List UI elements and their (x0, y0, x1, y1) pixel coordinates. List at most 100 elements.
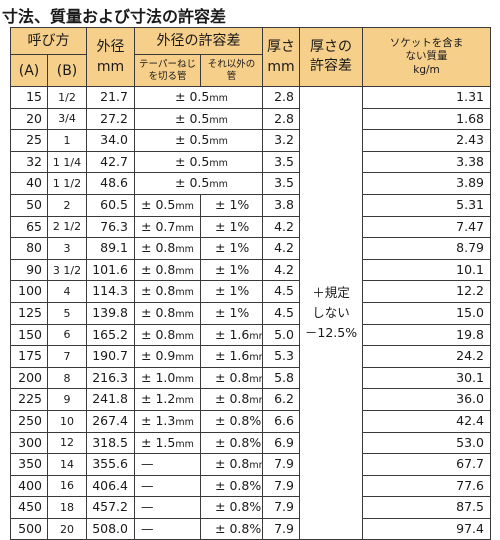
cell-outer-tolerance-value: ± 0.5 (175, 153, 210, 169)
cell-outer-tolerance-unit: mm (209, 136, 228, 148)
cell-thickness: 6.6 (262, 409, 300, 433)
cell-tolerance-other: ± 0.8mm (200, 388, 263, 411)
cell-outer-diameter: 101.6 (86, 258, 135, 282)
header-tolerance-taper: テーパーねじを切る管 (134, 54, 201, 87)
cell-tolerance-other-value: ± 0.8 (215, 456, 250, 472)
cell-mass: 15.0 (362, 301, 491, 325)
cell-mass: 53.0 (362, 431, 491, 455)
cell-nominal-a: 80 (10, 237, 48, 260)
cell-outer-diameter: 21.7 (86, 86, 135, 109)
cell-tolerance-taper-value: ± 0.8 (141, 240, 176, 256)
cell-outer-tolerance: ± 0.5mm (134, 172, 263, 195)
cell-tolerance-other-value: ± 1% (215, 261, 250, 277)
cell-thickness-tolerance: ＋規定 しない －12.5% (299, 85, 363, 540)
cell-tolerance-other: ± 1% (200, 193, 263, 217)
cell-tolerance-other-value: ± 1.6 (215, 326, 250, 342)
cell-nominal-a: 175 (10, 345, 48, 368)
table-row: 40 1 1/2 48.6 ± 0.5mm 3.5 3.89 (10, 172, 491, 195)
header-thickness-tolerance: 厚さの許容差 (299, 27, 363, 87)
cell-mass: 19.8 (362, 323, 491, 347)
table-row: 450 18 457.2 — ± 0.8% 7.9 87.5 (10, 496, 491, 519)
cell-tolerance-taper: ± 0.8mm (134, 237, 201, 260)
cell-tolerance-taper: ± 0.9mm (134, 345, 201, 368)
cell-nominal-b: 18 (47, 496, 87, 519)
cell-outer-diameter: 114.3 (86, 280, 135, 303)
cell-tolerance-other: ± 0.8% (200, 517, 263, 540)
cell-thickness: 7.9 (262, 496, 300, 519)
cell-tolerance-other: ± 0.8% (200, 496, 263, 519)
cell-tolerance-taper-unit: mm (175, 438, 194, 450)
cell-nominal-b: 8 (47, 366, 87, 390)
cell-nominal-b: 1 1/2 (47, 172, 87, 195)
cell-outer-diameter: 42.7 (86, 150, 135, 174)
cell-nominal-b: 2 1/2 (47, 215, 87, 239)
cell-tolerance-other: ± 1% (200, 280, 263, 303)
cell-tolerance-taper-value: — (141, 520, 154, 536)
cell-tolerance-taper: — (134, 453, 201, 476)
cell-thickness: 4.2 (262, 258, 300, 282)
header-nominal: 呼び方 (10, 27, 87, 55)
cell-thickness: 4.2 (262, 237, 300, 260)
cell-thickness: 7.9 (262, 474, 300, 498)
cell-thickness: 4.5 (262, 280, 300, 303)
cell-outer-diameter: 165.2 (86, 323, 135, 347)
thickness-tolerance-line: －12.5% (304, 325, 358, 341)
cell-mass: 8.79 (362, 237, 491, 260)
header-mass: ソケットを含まない質量 kg/m (362, 27, 491, 87)
cell-tolerance-taper-value: ± 0.5 (141, 197, 176, 213)
cell-tolerance-taper-unit: mm (175, 308, 194, 320)
cell-tolerance-other-value: ± 0.8% (215, 520, 262, 536)
cell-nominal-b: 1 (47, 129, 87, 152)
table-row: 100 4 114.3 ± 0.8mm ± 1% 4.5 12.2 (10, 280, 491, 303)
cell-tolerance-taper: ± 0.8mm (134, 323, 201, 347)
cell-tolerance-other: ± 1.6mm (200, 323, 263, 347)
cell-tolerance-taper-unit: mm (175, 244, 194, 256)
cell-tolerance-taper-value: — (141, 499, 154, 515)
cell-tolerance-other: ± 0.8mm (200, 453, 263, 476)
cell-tolerance-taper-value: ± 1.5 (141, 434, 176, 450)
cell-nominal-a: 25 (10, 129, 48, 152)
cell-tolerance-other-value: ± 0.8 (215, 369, 250, 385)
header-thickness-label: 厚さ (267, 39, 295, 55)
cell-outer-diameter: 48.6 (86, 172, 135, 195)
cell-tolerance-other-value: ± 1% (215, 197, 250, 213)
cell-nominal-a: 125 (10, 301, 48, 325)
cell-tolerance-other-unit: mm (249, 395, 261, 407)
table-row: 50 2 60.5 ± 0.5mm ± 1% 3.8 5.31 (10, 193, 491, 217)
cell-tolerance-taper-value: ± 0.9 (141, 348, 176, 364)
cell-thickness: 3.2 (262, 129, 300, 152)
cell-mass: 2.43 (362, 129, 491, 152)
cell-nominal-b: 1/2 (47, 86, 87, 109)
cell-mass: 30.1 (362, 366, 491, 390)
cell-nominal-b: 4 (47, 280, 87, 303)
cell-nominal-b: 2 (47, 193, 87, 217)
header-thickness: 厚さ mm (262, 27, 300, 87)
cell-outer-tolerance-value: ± 0.5 (175, 110, 210, 126)
cell-thickness: 4.5 (262, 301, 300, 325)
cell-outer-diameter: 355.6 (86, 453, 135, 476)
cell-tolerance-other-value: ± 1% (215, 218, 250, 234)
cell-nominal-b: 3 (47, 237, 87, 260)
cell-mass: 1.68 (362, 107, 491, 131)
dimension-table: 呼び方 外径 mm 外径の許容差 厚さ mm 厚さの許容差 ソケットを含まない質… (10, 27, 491, 540)
cell-nominal-b: 9 (47, 388, 87, 411)
thickness-tolerance-line: ＋規定 (312, 285, 350, 301)
cell-outer-diameter: 139.8 (86, 301, 135, 325)
cell-mass: 3.89 (362, 172, 491, 195)
cell-tolerance-other-unit: mm (249, 373, 261, 385)
cell-nominal-a: 50 (10, 193, 48, 217)
cell-tolerance-taper-unit: mm (175, 265, 194, 277)
cell-nominal-b: 1 1/4 (47, 150, 87, 174)
cell-outer-tolerance-unit: mm (209, 93, 228, 105)
cell-tolerance-other-value: ± 0.8% (215, 477, 262, 493)
header-thickness-tolerance-label: 厚さの許容差 (310, 39, 352, 74)
cell-mass: 3.38 (362, 150, 491, 174)
cell-tolerance-taper-value: ± 0.8 (141, 283, 176, 299)
cell-tolerance-taper-value: — (141, 477, 154, 493)
cell-tolerance-other-value: ± 1% (215, 283, 250, 299)
cell-mass: 12.2 (362, 280, 491, 303)
cell-nominal-b: 3 1/2 (47, 258, 87, 282)
